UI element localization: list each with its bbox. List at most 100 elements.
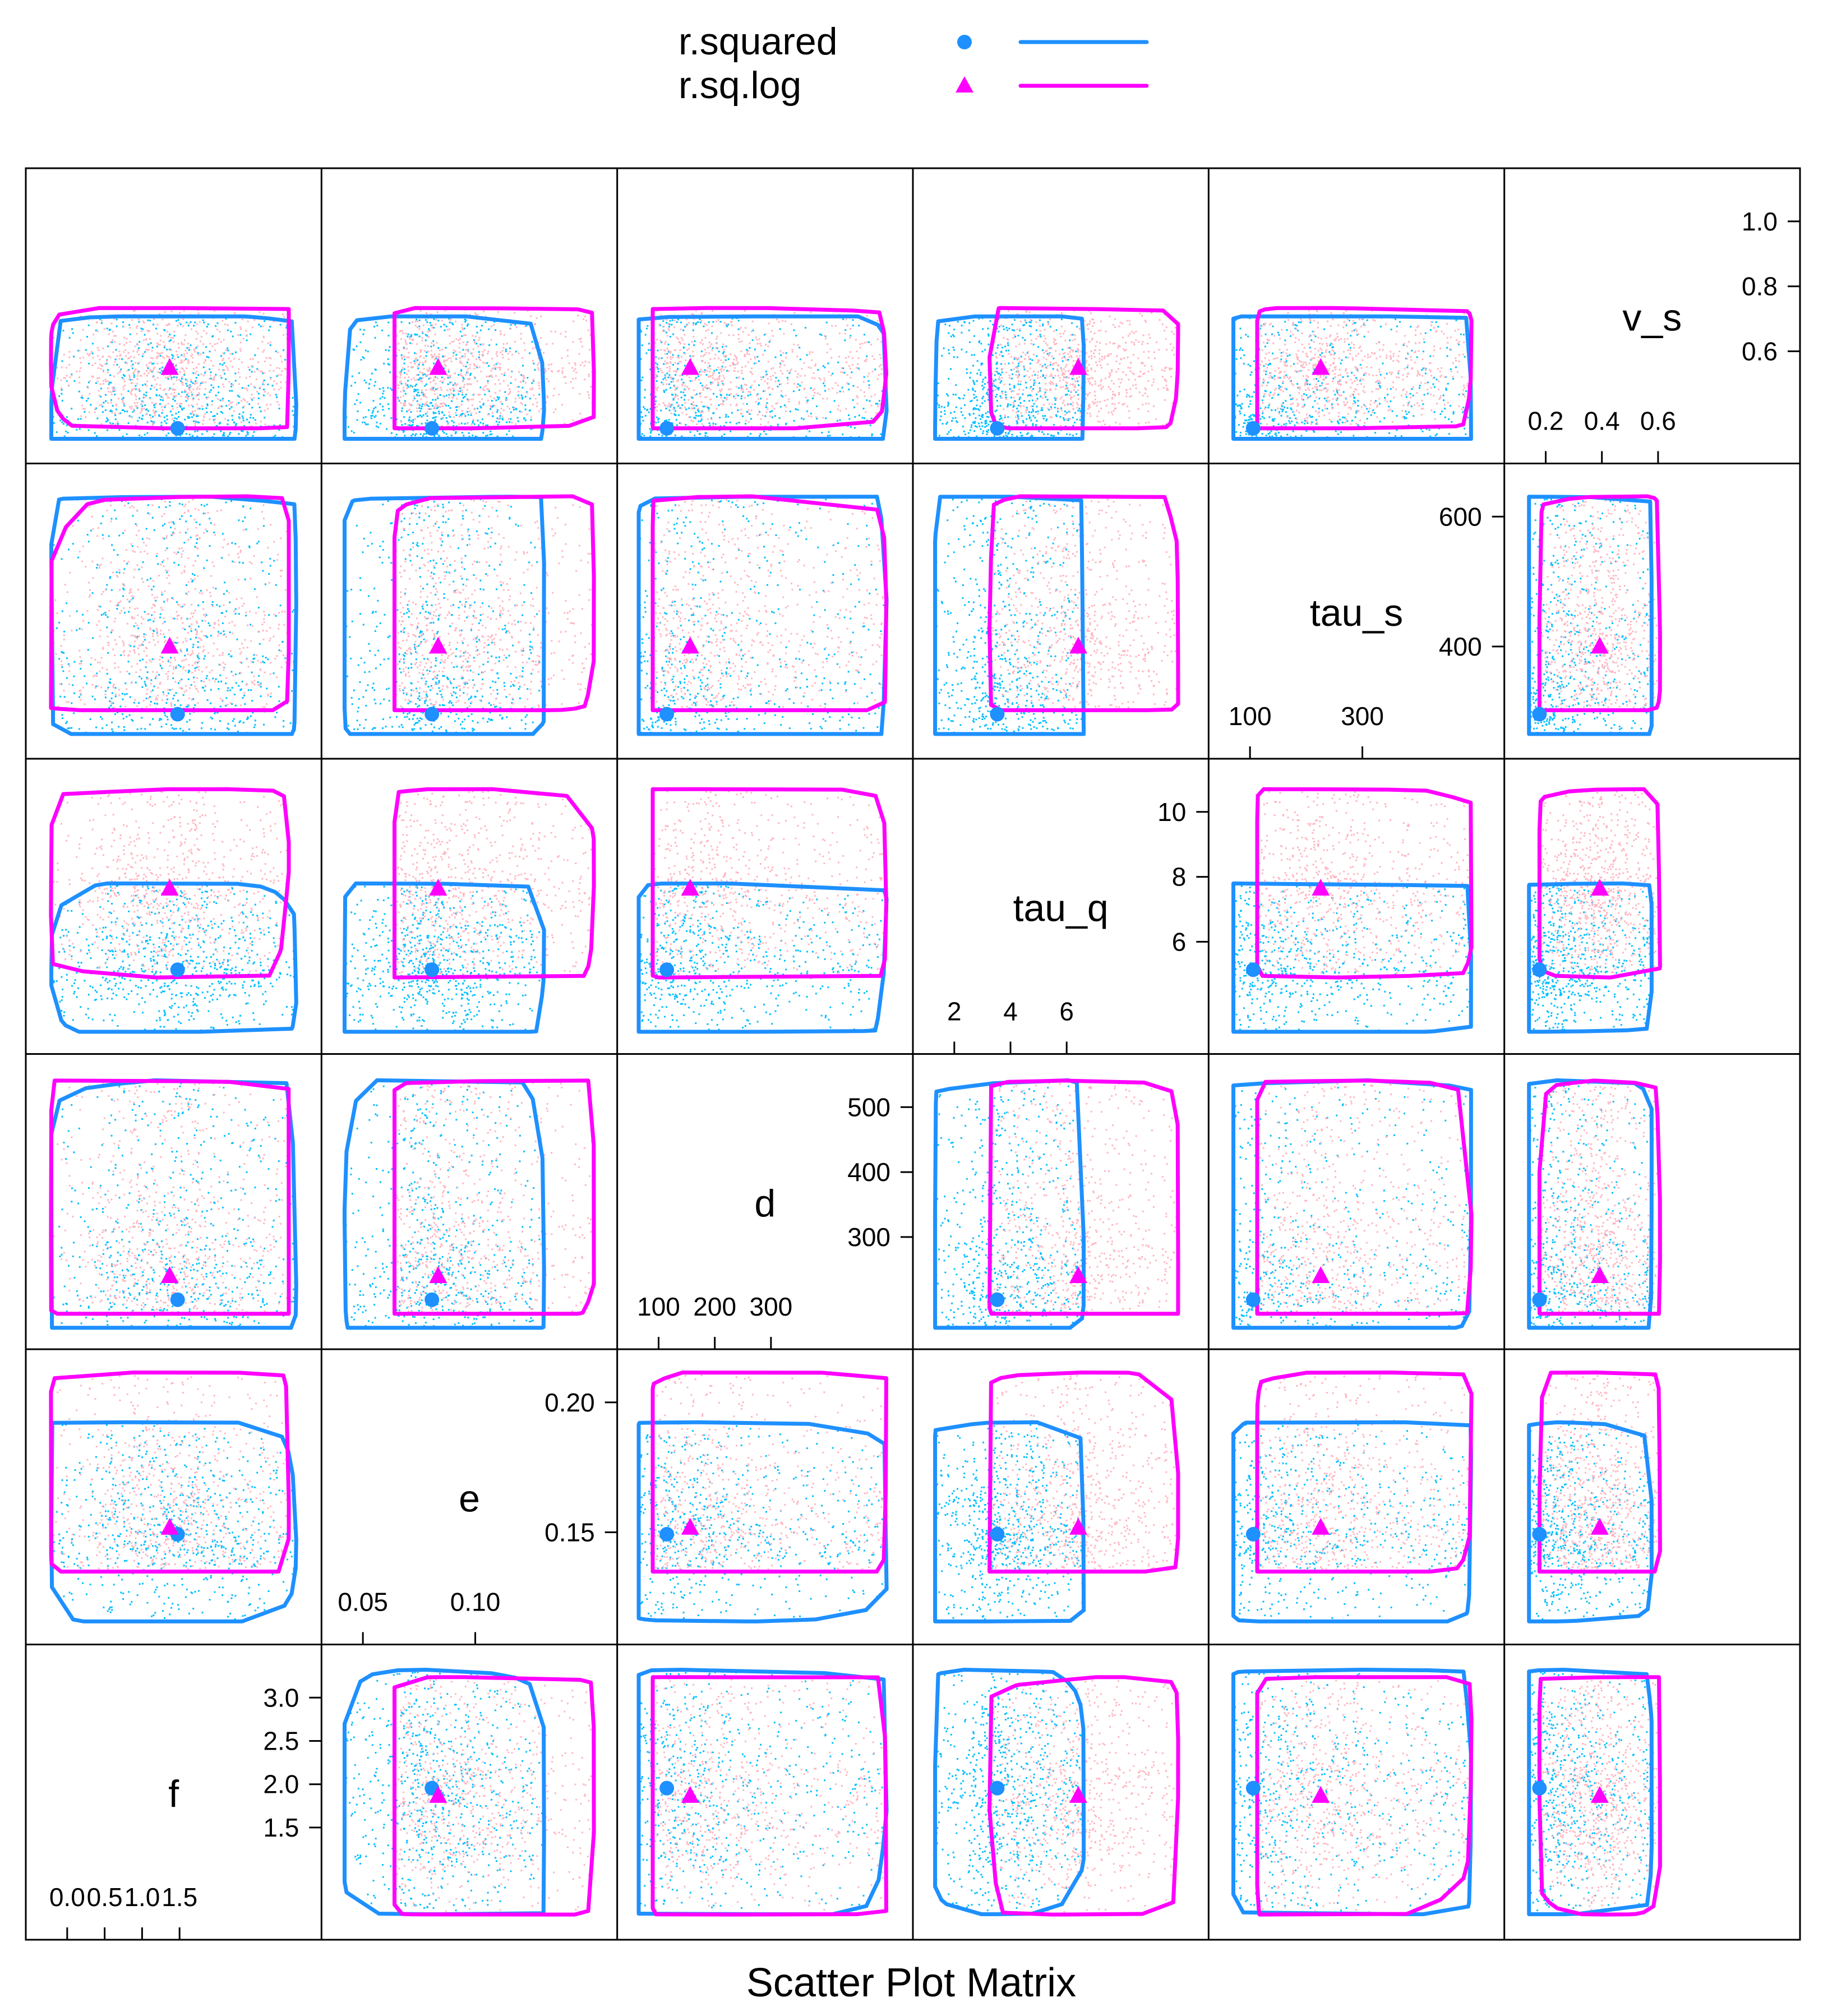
data-point — [1007, 433, 1009, 435]
data-point — [786, 377, 788, 379]
data-point — [359, 402, 361, 404]
data-point — [400, 402, 402, 404]
data-point — [757, 398, 759, 400]
data-point — [712, 310, 714, 312]
data-point — [463, 384, 465, 386]
data-point — [446, 329, 449, 331]
data-point — [497, 366, 500, 368]
data-point — [181, 343, 183, 345]
data-point — [712, 372, 714, 375]
data-point — [491, 433, 493, 435]
data-point — [1173, 354, 1175, 356]
data-point — [188, 349, 190, 351]
data-point — [514, 401, 516, 403]
data-point — [968, 413, 971, 415]
data-point — [857, 357, 860, 359]
data-point — [382, 405, 384, 408]
data-point — [264, 320, 266, 322]
data-point — [449, 416, 451, 418]
data-point — [284, 368, 287, 371]
data-point — [268, 357, 270, 359]
data-point — [68, 356, 71, 358]
data-point — [757, 403, 759, 405]
data-point — [261, 371, 263, 373]
data-point — [716, 396, 718, 398]
data-point — [943, 347, 945, 349]
data-point — [504, 391, 506, 393]
data-point — [227, 423, 229, 426]
data-point — [409, 421, 412, 423]
data-point — [205, 388, 206, 390]
data-point — [124, 349, 127, 351]
data-point — [220, 341, 222, 343]
data-point — [561, 357, 563, 359]
data-point — [424, 393, 426, 395]
data-point — [110, 381, 112, 384]
data-point — [458, 393, 460, 395]
data-point — [110, 322, 113, 325]
data-point — [219, 399, 221, 402]
data-point — [778, 321, 780, 323]
data-point — [193, 325, 195, 327]
data-point — [643, 406, 645, 408]
data-point — [669, 352, 671, 354]
data-point — [420, 350, 422, 352]
data-point — [721, 435, 723, 437]
data-point — [656, 366, 658, 368]
data-point — [143, 394, 145, 396]
data-point — [984, 376, 986, 379]
data-point — [709, 365, 711, 367]
data-point — [156, 342, 158, 344]
data-point — [376, 421, 378, 423]
data-point — [232, 353, 234, 355]
data-point — [712, 424, 714, 426]
data-point — [828, 431, 830, 433]
data-point — [153, 318, 155, 320]
data-point — [751, 339, 754, 342]
data-point — [851, 364, 853, 366]
data-point — [246, 334, 248, 336]
data-point — [403, 404, 405, 405]
data-point — [243, 405, 245, 408]
data-point — [524, 382, 527, 384]
data-point — [159, 399, 161, 401]
data-point — [463, 435, 465, 437]
data-point — [414, 325, 417, 326]
data-point — [844, 339, 846, 342]
data-point — [250, 414, 252, 416]
data-point — [947, 421, 948, 423]
data-point — [63, 423, 65, 425]
data-point — [580, 338, 582, 340]
data-point — [497, 379, 500, 381]
data-point — [477, 419, 479, 422]
data-point — [454, 412, 456, 414]
data-point — [962, 398, 964, 400]
data-point — [695, 405, 698, 407]
data-point — [1010, 396, 1012, 399]
data-point — [880, 340, 883, 343]
data-point — [1032, 399, 1034, 402]
data-point — [728, 334, 730, 336]
data-point — [260, 410, 262, 412]
data-point — [688, 348, 690, 350]
data-point — [1045, 382, 1047, 385]
data-point — [830, 374, 832, 376]
data-point — [445, 404, 447, 407]
data-point — [943, 406, 945, 408]
data-point — [475, 358, 477, 360]
data-point — [404, 358, 405, 361]
data-point — [666, 348, 668, 349]
data-point — [1003, 328, 1005, 330]
data-point — [88, 362, 90, 365]
data-point — [161, 370, 163, 372]
data-point — [124, 380, 126, 382]
data-point — [116, 355, 118, 357]
data-point — [280, 374, 282, 376]
data-point — [737, 328, 740, 330]
data-point — [413, 360, 416, 362]
data-point — [252, 358, 254, 360]
data-point — [1001, 397, 1003, 399]
data-point — [496, 411, 499, 413]
data-point — [144, 433, 146, 436]
data-point — [107, 387, 109, 389]
